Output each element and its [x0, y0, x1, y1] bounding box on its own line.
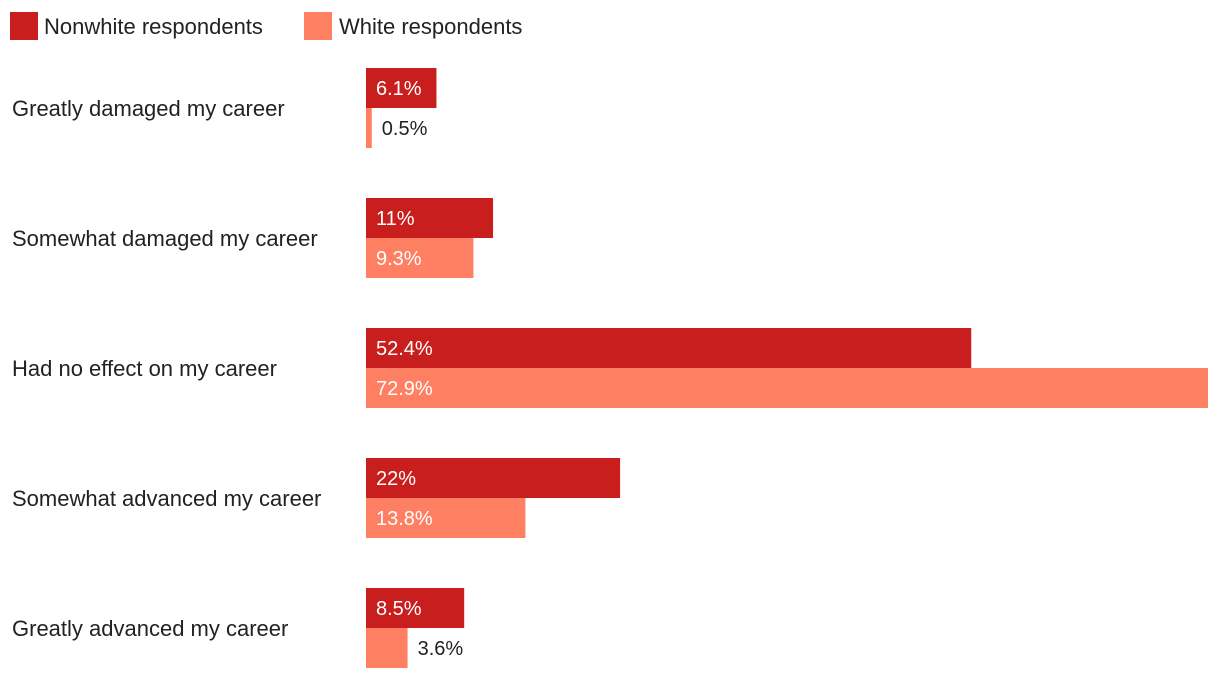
bar-nonwhite	[366, 68, 437, 108]
bar-nonwhite	[366, 198, 494, 238]
bar-white	[366, 628, 408, 668]
bar-nonwhite	[366, 458, 621, 498]
legend-label-nonwhite: Nonwhite respondents	[44, 14, 263, 39]
bar-value-label: 52.4%	[376, 338, 433, 360]
bar-value-label: 22%	[376, 468, 416, 490]
category-label: Had no effect on my career	[12, 356, 277, 381]
category-label: Somewhat damaged my career	[12, 226, 318, 251]
bar-value-label: 11%	[376, 208, 415, 230]
category-label: Somewhat advanced my career	[12, 486, 321, 511]
bar-white	[366, 238, 474, 278]
legend-swatch-nonwhite	[10, 12, 38, 40]
legend-swatch-white	[304, 12, 332, 40]
bar-white	[366, 108, 372, 148]
bar-nonwhite	[366, 328, 972, 368]
bar-value-label: 9.3%	[376, 248, 422, 270]
bar-white	[366, 498, 526, 538]
bar-value-label: 6.1%	[376, 78, 422, 100]
bar-nonwhite	[366, 588, 465, 628]
bar-value-label: 0.5%	[382, 118, 428, 140]
bar-value-label: 13.8%	[376, 508, 433, 530]
category-label: Greatly damaged my career	[12, 96, 285, 121]
category-label: Greatly advanced my career	[12, 616, 288, 641]
bar-value-label: 3.6%	[418, 638, 464, 660]
bar-value-label: 8.5%	[376, 598, 422, 620]
bar-white	[366, 368, 1208, 408]
plot-area: Greatly damaged my career 6.1% 0.5% Somewha…	[12, 68, 1208, 668]
legend: Nonwhite respondents White respondents	[10, 12, 522, 40]
bar-value-label: 72.9%	[376, 378, 433, 400]
legend-label-white: White respondents	[339, 14, 522, 39]
